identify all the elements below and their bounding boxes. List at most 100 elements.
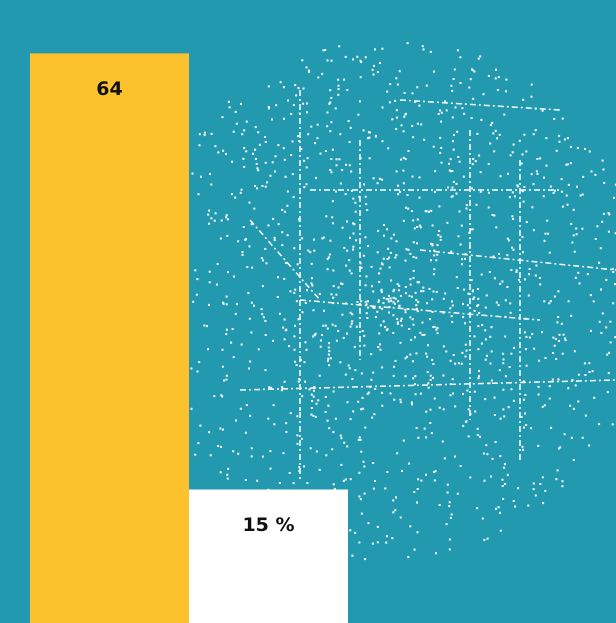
map-dot (370, 353, 373, 356)
map-dot (477, 377, 480, 380)
map-dot (451, 170, 454, 172)
map-dot (341, 313, 344, 316)
map-dot (257, 131, 260, 134)
map-dot (562, 333, 565, 336)
map-dot (236, 303, 238, 306)
map-dot (530, 83, 533, 86)
map-dot (264, 247, 267, 250)
map-dot (404, 286, 407, 288)
map-dot (243, 147, 246, 149)
map-dot (508, 196, 511, 199)
map-dot (480, 118, 483, 121)
map-dot (225, 153, 227, 155)
map-dot (245, 238, 247, 241)
map-dot (522, 380, 525, 383)
map-dot (198, 144, 201, 147)
map-dot (197, 442, 200, 445)
map-dot (342, 336, 345, 339)
map-dot (520, 162, 523, 165)
map-dot (462, 175, 465, 178)
map-dot (247, 292, 250, 295)
map-dot (476, 132, 479, 135)
map-dot (502, 408, 505, 411)
map-dot (349, 325, 352, 328)
map-dot (404, 259, 407, 262)
map-dot (593, 396, 596, 399)
map-dot (378, 306, 381, 309)
map-dot (415, 256, 418, 259)
map-dot (277, 144, 280, 147)
map-dot (379, 343, 381, 346)
map-dot (370, 265, 373, 268)
map-dot (296, 263, 299, 266)
map-dot (402, 169, 405, 172)
map-dot (349, 418, 352, 421)
map-dot (348, 141, 351, 143)
map-dot (462, 424, 465, 427)
map-dot (364, 300, 367, 303)
map-dot (389, 251, 392, 254)
map-dot (511, 151, 514, 154)
map-dot (310, 393, 313, 396)
map-dot (417, 281, 420, 284)
map-dot (473, 70, 476, 73)
map-dot (455, 276, 458, 279)
map-dot (472, 298, 475, 300)
map-dot (250, 301, 253, 304)
map-dot (310, 407, 313, 409)
map-dot (304, 341, 307, 344)
map-dot (409, 316, 412, 319)
map-dot (230, 193, 233, 196)
map-dot (470, 117, 473, 119)
map-dot (233, 275, 235, 278)
map-dot (396, 317, 399, 320)
map-dot (473, 335, 476, 338)
map-dot (392, 233, 395, 236)
map-dot (395, 496, 397, 499)
map-dot (528, 273, 531, 276)
map-dot (232, 450, 235, 453)
map-dot (477, 325, 480, 328)
map-dot (371, 306, 374, 309)
bar (30, 53, 189, 623)
map-dot (326, 111, 329, 114)
map-dot (387, 300, 390, 303)
map-dot (261, 455, 264, 458)
map-dot (523, 331, 526, 334)
map-dot (581, 227, 584, 230)
map-dot (396, 452, 399, 455)
map-dot (359, 498, 362, 501)
map-dot (421, 321, 424, 324)
map-dot (589, 294, 592, 297)
map-dot (324, 324, 327, 327)
map-dot (225, 328, 228, 331)
map-dot (350, 272, 353, 275)
map-dot (332, 483, 335, 486)
map-dot (396, 116, 398, 119)
map-dot (213, 395, 216, 398)
map-dot (439, 151, 442, 154)
map-dot (446, 221, 449, 224)
map-dot (252, 152, 254, 155)
map-dot (406, 194, 409, 196)
map-dot (330, 59, 333, 62)
map-dot (528, 336, 531, 339)
map-dot (250, 455, 253, 458)
map-dot (556, 469, 559, 472)
map-dot (397, 184, 400, 187)
map-dot (267, 107, 270, 110)
map-dot (315, 176, 317, 179)
map-dot (207, 213, 210, 216)
map-dot (502, 358, 505, 361)
map-dot (512, 500, 515, 502)
map-dot (340, 463, 343, 466)
map-dot (557, 378, 560, 381)
map-dot (367, 245, 369, 247)
map-dot (484, 329, 487, 332)
map-dot (294, 324, 296, 327)
map-dot (365, 303, 368, 306)
map-dot (503, 466, 506, 469)
map-dot (499, 511, 501, 514)
map-dot (207, 348, 210, 351)
map-dot (573, 250, 576, 253)
